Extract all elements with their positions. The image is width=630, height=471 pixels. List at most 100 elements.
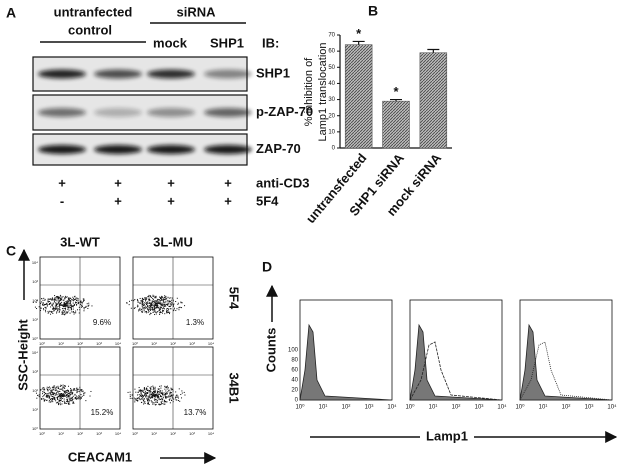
dot bbox=[148, 400, 150, 402]
treatment: 5F4 bbox=[256, 193, 279, 208]
dot bbox=[73, 388, 75, 390]
dot bbox=[153, 300, 155, 302]
dot bbox=[79, 389, 81, 391]
dot bbox=[63, 398, 65, 400]
dot bbox=[67, 297, 69, 299]
dot bbox=[42, 393, 44, 395]
dot bbox=[142, 299, 144, 301]
dot bbox=[144, 297, 146, 299]
dot bbox=[165, 401, 167, 403]
dot bbox=[44, 309, 46, 311]
dot bbox=[55, 305, 57, 307]
dot bbox=[54, 385, 56, 387]
dot bbox=[184, 305, 186, 307]
y-tick-label: 60 bbox=[291, 368, 298, 374]
dot bbox=[56, 303, 58, 305]
dot bbox=[48, 392, 50, 394]
dot bbox=[60, 304, 62, 306]
dot bbox=[67, 395, 69, 397]
dot bbox=[83, 308, 85, 310]
column-label: 3L-MU bbox=[153, 234, 193, 249]
dot bbox=[153, 304, 155, 306]
dot bbox=[56, 296, 58, 298]
band bbox=[204, 108, 252, 117]
dot bbox=[75, 310, 77, 312]
tick-label: 10¹ bbox=[151, 431, 157, 436]
dot bbox=[153, 387, 155, 389]
dot bbox=[68, 401, 70, 403]
dot bbox=[62, 394, 64, 396]
dot bbox=[41, 398, 43, 400]
dot bbox=[44, 399, 46, 401]
dot bbox=[73, 313, 75, 315]
dot bbox=[68, 299, 70, 301]
panel-letter: C bbox=[6, 243, 16, 259]
dot bbox=[164, 303, 166, 305]
dot bbox=[158, 398, 160, 400]
dot bbox=[160, 394, 162, 396]
dot bbox=[36, 397, 38, 399]
dot bbox=[57, 302, 59, 304]
dot bbox=[59, 304, 61, 306]
dot bbox=[69, 391, 71, 393]
dot bbox=[139, 309, 141, 311]
dot bbox=[156, 401, 158, 403]
dot bbox=[146, 388, 148, 390]
dot bbox=[151, 303, 153, 305]
dot bbox=[163, 308, 165, 310]
dot bbox=[170, 395, 172, 397]
dot bbox=[147, 296, 149, 298]
dot bbox=[166, 308, 168, 310]
dot bbox=[70, 300, 72, 302]
dot bbox=[58, 311, 60, 313]
dot bbox=[61, 400, 63, 402]
dot bbox=[37, 394, 39, 396]
dot bbox=[155, 393, 157, 395]
dot bbox=[59, 298, 61, 300]
dot bbox=[139, 390, 141, 392]
dot bbox=[141, 394, 143, 396]
dot bbox=[135, 399, 137, 401]
dot bbox=[43, 388, 45, 390]
dot bbox=[170, 301, 172, 303]
dot bbox=[58, 297, 60, 299]
dot bbox=[71, 298, 73, 300]
dot bbox=[65, 392, 67, 394]
tick-label: 10⁴ bbox=[115, 341, 121, 346]
dot bbox=[162, 305, 164, 307]
dot bbox=[63, 307, 65, 309]
histograms: 10⁰ 10¹ 10² 10³ 10⁴ 10⁰ 10¹ 10² 10³ 10⁴ 10⁰ 10¹ 10² 1… bbox=[288, 299, 617, 411]
dot bbox=[72, 389, 74, 391]
x-tick-label: 10⁰ bbox=[295, 404, 305, 411]
dot bbox=[67, 311, 69, 313]
significance: * bbox=[356, 26, 362, 41]
dot bbox=[52, 308, 54, 310]
dot bbox=[137, 304, 139, 306]
dot bbox=[142, 301, 144, 303]
dot bbox=[54, 298, 56, 300]
dot bbox=[150, 391, 152, 393]
dot bbox=[35, 301, 37, 303]
y-tick-label: 50 bbox=[328, 65, 335, 71]
dot bbox=[154, 390, 156, 392]
dot bbox=[140, 309, 142, 311]
dot bbox=[67, 301, 69, 303]
dot bbox=[36, 300, 38, 302]
dot bbox=[171, 399, 173, 401]
dot bbox=[139, 398, 141, 400]
dot bbox=[134, 399, 136, 401]
dot bbox=[52, 399, 54, 401]
dot bbox=[149, 306, 151, 308]
dot bbox=[47, 312, 49, 314]
dot bbox=[55, 296, 57, 298]
dot bbox=[58, 305, 60, 307]
dot bbox=[60, 396, 62, 398]
dot bbox=[147, 385, 149, 387]
row-label: 5F4 bbox=[227, 287, 242, 310]
header: SHP1 bbox=[210, 35, 244, 50]
dot bbox=[159, 389, 161, 391]
dot bbox=[57, 295, 59, 297]
dot bbox=[163, 299, 165, 301]
dot bbox=[155, 295, 157, 297]
dot bbox=[78, 397, 80, 399]
